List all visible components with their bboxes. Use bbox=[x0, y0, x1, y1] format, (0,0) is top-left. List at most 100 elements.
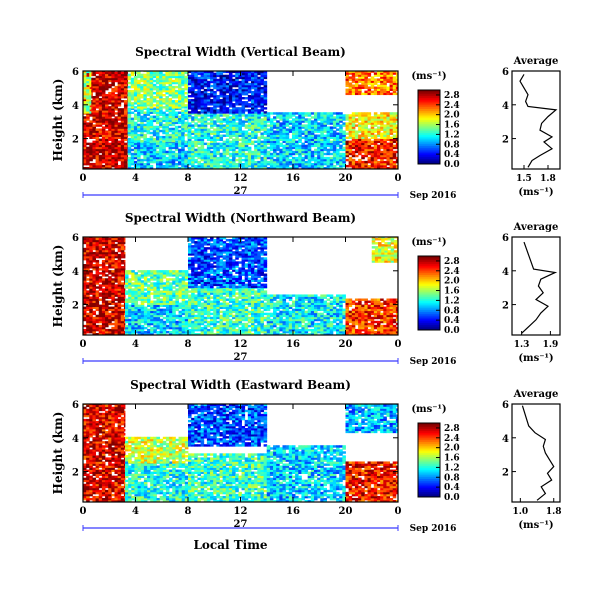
heatmap-cell bbox=[150, 320, 154, 324]
heatmap-cell bbox=[127, 142, 132, 146]
colorbar-tick-label: 0.0 bbox=[444, 160, 460, 170]
heatmap-cell bbox=[134, 308, 138, 312]
heatmap-cell bbox=[200, 124, 205, 127]
heatmap-cell bbox=[351, 152, 356, 156]
heatmap-cell bbox=[131, 320, 135, 324]
heatmap-cell bbox=[127, 77, 132, 81]
heatmap-cell bbox=[222, 124, 227, 127]
heatmap-cell bbox=[98, 316, 103, 320]
heatmap-cell bbox=[86, 300, 90, 303]
heatmap-cell bbox=[260, 109, 264, 112]
heatmap-cell bbox=[247, 88, 252, 92]
heatmap-cell bbox=[152, 137, 157, 141]
heatmap-cell bbox=[108, 332, 112, 336]
heatmap-cell bbox=[111, 83, 115, 87]
heatmap-cell bbox=[89, 259, 93, 263]
heatmap-cell bbox=[159, 77, 163, 81]
heatmap-cell bbox=[152, 111, 157, 114]
heatmap-cell bbox=[228, 97, 233, 100]
heatmap-cell bbox=[348, 146, 353, 150]
heatmap-cell bbox=[168, 104, 173, 107]
heatmap-cell bbox=[263, 156, 268, 160]
heatmap-cell bbox=[174, 85, 179, 89]
heatmap-cell bbox=[367, 72, 372, 75]
heatmap-cell bbox=[140, 106, 144, 109]
heatmap-cell bbox=[117, 288, 122, 291]
heatmap-cell bbox=[197, 107, 201, 110]
heatmap-cell bbox=[351, 116, 356, 119]
heatmap-cell bbox=[140, 320, 145, 324]
heatmap-cell bbox=[191, 150, 195, 154]
heatmap-cell bbox=[114, 112, 119, 115]
heatmap-cell bbox=[307, 152, 312, 156]
heatmap-cell bbox=[137, 117, 141, 121]
heatmap-cell bbox=[251, 90, 255, 94]
heatmap-cell bbox=[83, 154, 87, 158]
heatmap-cell bbox=[162, 164, 166, 168]
heatmap-cell bbox=[169, 308, 173, 312]
heatmap-cell bbox=[235, 144, 239, 148]
heatmap-cell bbox=[323, 142, 327, 146]
panel-title: Spectral Width (Northward Beam) bbox=[125, 211, 356, 225]
heatmap-cell bbox=[123, 102, 128, 105]
heatmap-cell bbox=[83, 88, 87, 92]
heatmap-cell bbox=[131, 288, 135, 291]
heatmap-cell bbox=[326, 164, 331, 168]
heatmap-cell bbox=[125, 326, 129, 330]
heatmap-cell bbox=[307, 142, 312, 146]
heatmap-cell bbox=[345, 148, 350, 152]
heatmap-cell bbox=[98, 320, 103, 324]
heatmap-cell bbox=[155, 129, 160, 133]
heatmap-cell bbox=[133, 133, 138, 137]
heatmap-cell bbox=[143, 133, 147, 137]
heatmap-cell bbox=[216, 80, 220, 84]
heatmap-cell bbox=[187, 93, 189, 97]
heatmap-cell bbox=[304, 136, 309, 139]
heatmap-cell bbox=[210, 116, 214, 119]
heatmap-cell bbox=[105, 324, 109, 328]
heatmap-cell bbox=[174, 71, 179, 75]
heatmap-cell bbox=[392, 72, 397, 75]
colorbar: 0.00.40.81.21.62.02.42.8 bbox=[417, 89, 460, 170]
heatmap-cell bbox=[86, 320, 90, 324]
heatmap-cell bbox=[131, 308, 135, 312]
heatmap-cell bbox=[358, 150, 362, 154]
heatmap-cell bbox=[241, 97, 246, 100]
heatmap-cell bbox=[114, 268, 119, 271]
heatmap-cell bbox=[257, 154, 261, 158]
heatmap-cell bbox=[127, 150, 132, 154]
heatmap-cell bbox=[257, 109, 261, 112]
heatmap-cell bbox=[320, 144, 324, 148]
heatmap-cell bbox=[194, 148, 198, 152]
heatmap-cell bbox=[89, 99, 92, 102]
heatmap-cell bbox=[254, 71, 258, 74]
heatmap-cell bbox=[345, 158, 350, 162]
heatmap-cell bbox=[172, 324, 176, 328]
heatmap-cell bbox=[130, 127, 135, 131]
heatmap-cell bbox=[257, 146, 261, 150]
heatmap-cell bbox=[143, 111, 147, 114]
heatmap-cell bbox=[86, 130, 90, 133]
heatmap-cell bbox=[282, 146, 287, 150]
heatmap-cell bbox=[244, 118, 249, 121]
heatmap-cell bbox=[329, 144, 334, 148]
heatmap-cell bbox=[238, 142, 242, 146]
heatmap-cell bbox=[367, 78, 372, 81]
heatmap-cell bbox=[114, 156, 119, 160]
heatmap-cell bbox=[125, 280, 129, 283]
heatmap-cell bbox=[168, 77, 173, 81]
heatmap-cell bbox=[123, 124, 128, 127]
heatmap-cell bbox=[361, 146, 365, 150]
heatmap-cell bbox=[92, 276, 96, 279]
heatmap-cell bbox=[137, 142, 141, 146]
heatmap-cell bbox=[244, 114, 249, 117]
heatmap-cell bbox=[370, 116, 375, 119]
heatmap-cell bbox=[235, 138, 239, 142]
heatmap-cell bbox=[373, 112, 378, 115]
heatmap-cell bbox=[120, 292, 125, 295]
heatmap-cell bbox=[123, 152, 128, 156]
heatmap-cell bbox=[105, 158, 109, 162]
heatmap-cell bbox=[254, 140, 258, 144]
heatmap-cell bbox=[92, 156, 96, 160]
heatmap-cell bbox=[101, 164, 106, 168]
